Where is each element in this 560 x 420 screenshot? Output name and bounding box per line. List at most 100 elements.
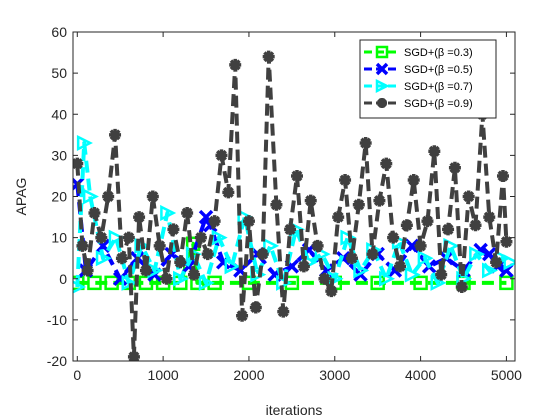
data-point-star bbox=[373, 194, 386, 207]
axes-layer: 0 1000 2000 3000 4000 5000 -20 -10 0 10 20 30 40 50 60 bbox=[47, 24, 522, 383]
data-point-star bbox=[339, 174, 352, 187]
legend-entry: SGD+(β =0.5) bbox=[364, 62, 473, 76]
data-point-star bbox=[208, 215, 221, 228]
data-point-triangle-right bbox=[340, 229, 357, 246]
y-tick-label: 0 bbox=[59, 271, 67, 287]
y-tick-label: 60 bbox=[51, 24, 67, 40]
legend-entry: SGD+(β =0.3) bbox=[364, 45, 473, 59]
data-point-star bbox=[167, 223, 180, 236]
data-point-triangle-right bbox=[263, 237, 280, 254]
x-tick-label: 4000 bbox=[405, 367, 436, 383]
data-point-triangle-right bbox=[379, 270, 396, 287]
data-point-star bbox=[359, 137, 372, 150]
data-point-star bbox=[500, 235, 513, 248]
data-point-triangle-right bbox=[430, 274, 447, 291]
data-point-star bbox=[318, 272, 331, 285]
data-point-square bbox=[207, 275, 222, 291]
data-point-star bbox=[181, 206, 194, 219]
data-point-star bbox=[284, 223, 297, 236]
data-point-star bbox=[469, 219, 482, 232]
series-4 bbox=[73, 50, 513, 361]
data-point-star bbox=[387, 231, 400, 244]
y-tick-label: 30 bbox=[51, 147, 67, 163]
data-point-star bbox=[229, 58, 242, 71]
data-point-star bbox=[194, 231, 207, 244]
data-point-star bbox=[270, 198, 283, 211]
data-point-star bbox=[435, 268, 448, 281]
legend-label: SGD+(β =0.9) bbox=[404, 98, 473, 110]
legend-label: SGD+(β =0.7) bbox=[404, 81, 473, 93]
data-point-star bbox=[81, 264, 94, 277]
x-tick-label: 2000 bbox=[233, 367, 264, 383]
data-point-star bbox=[215, 149, 228, 162]
data-point-star bbox=[496, 169, 509, 182]
data-point-star bbox=[325, 285, 338, 298]
x-axis-label: iterations bbox=[266, 402, 323, 418]
data-point-triangle-right bbox=[503, 254, 515, 271]
data-point-triangle-right bbox=[353, 262, 370, 279]
data-point-star bbox=[393, 260, 406, 273]
data-point-star bbox=[133, 211, 146, 224]
data-point-star bbox=[297, 260, 310, 273]
data-point-star bbox=[352, 198, 365, 211]
y-tick-label: 20 bbox=[51, 189, 67, 205]
data-point-x bbox=[404, 238, 420, 254]
legend-entry: SGD+(β =0.7) bbox=[364, 78, 473, 94]
data-point-triangle-right bbox=[469, 246, 486, 263]
data-point-triangle-right bbox=[224, 258, 241, 275]
data-point-triangle-right bbox=[404, 266, 421, 283]
data-point-triangle-right bbox=[73, 280, 87, 294]
data-point-star bbox=[76, 239, 89, 252]
data-point-star bbox=[291, 169, 304, 182]
x-tick-label: 0 bbox=[73, 367, 81, 383]
data-point-star bbox=[188, 268, 201, 281]
y-tick-label: -10 bbox=[47, 312, 67, 328]
data-point-star bbox=[407, 174, 420, 187]
data-point-square bbox=[375, 45, 389, 59]
data-point-triangle-right bbox=[121, 274, 138, 291]
data-point-star bbox=[201, 248, 214, 261]
x-tick-label: 3000 bbox=[319, 367, 350, 383]
data-point-triangle-right bbox=[482, 262, 499, 279]
data-point-star bbox=[414, 239, 427, 252]
legend-label: SGD+(β =0.5) bbox=[404, 64, 473, 76]
data-point-star bbox=[139, 264, 152, 277]
data-point-star bbox=[421, 215, 434, 228]
legend-label: SGD+(β =0.3) bbox=[404, 47, 473, 59]
data-point-star bbox=[256, 248, 269, 261]
y-tick-label: 50 bbox=[51, 65, 67, 81]
data-point-star bbox=[400, 219, 413, 232]
data-point-x bbox=[375, 62, 389, 76]
data-point-triangle-right bbox=[95, 250, 112, 267]
data-point-star bbox=[153, 239, 166, 252]
data-point-star bbox=[490, 256, 503, 269]
data-point-star bbox=[462, 190, 475, 203]
data-point-star bbox=[242, 215, 255, 228]
data-point-triangle-right bbox=[108, 229, 125, 246]
y-tick-label: -20 bbox=[47, 353, 67, 369]
data-point-star bbox=[311, 239, 324, 252]
data-point-star bbox=[428, 145, 441, 158]
data-point-triangle-right bbox=[417, 250, 434, 267]
data-point-triangle-right bbox=[314, 246, 331, 263]
data-point-star bbox=[277, 305, 290, 318]
data-point-star bbox=[127, 350, 140, 361]
data-point-star bbox=[262, 50, 275, 63]
data-point-star bbox=[448, 161, 461, 174]
data-point-star bbox=[102, 190, 115, 203]
data-point-star bbox=[95, 231, 108, 244]
data-point-star bbox=[73, 157, 84, 170]
series-layer bbox=[73, 50, 515, 361]
data-point-triangle-right bbox=[76, 135, 93, 152]
data-point-star bbox=[88, 206, 101, 219]
y-tick-label: 40 bbox=[51, 106, 67, 122]
data-point-star bbox=[174, 256, 187, 269]
data-point-square bbox=[87, 275, 102, 291]
legend: SGD+(β =0.3) SGD+(β =0.5) SGD+(β =0.7) SGD+… bbox=[359, 39, 497, 119]
data-point-triangle-right bbox=[160, 204, 177, 221]
data-point-x bbox=[112, 271, 128, 286]
data-point-star bbox=[115, 252, 128, 265]
data-point-star bbox=[249, 301, 262, 314]
data-point-triangle-right bbox=[173, 270, 190, 287]
